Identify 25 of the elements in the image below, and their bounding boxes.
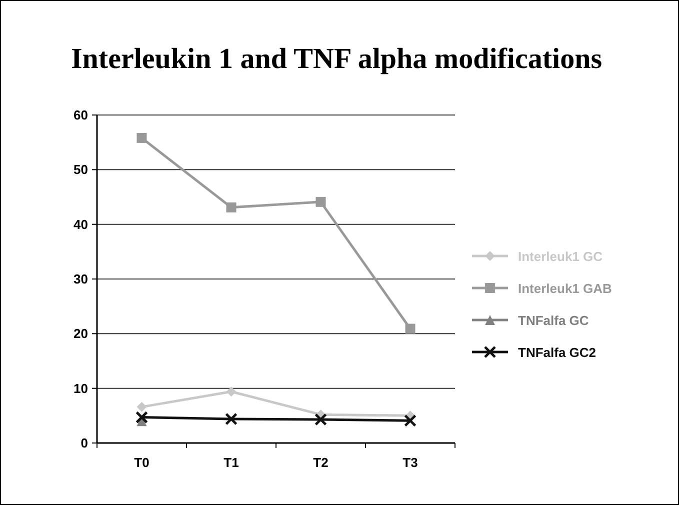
x-tick-label: T0 [134, 455, 150, 470]
point [226, 202, 236, 212]
y-tick-label: 60 [74, 108, 88, 122]
point [225, 412, 238, 426]
x-tick-label: T2 [313, 455, 328, 470]
y-tick-label: 40 [74, 216, 88, 232]
point [405, 324, 416, 334]
point [226, 386, 236, 397]
point [136, 402, 147, 412]
y-tick-label: 0 [80, 436, 88, 450]
y-tick-label: 10 [74, 380, 88, 396]
y-tick-label: 20 [74, 326, 88, 342]
point [316, 196, 326, 207]
point [314, 413, 327, 426]
y-tick-label: 50 [74, 162, 88, 178]
point [136, 411, 148, 424]
x-tick-label: T3 [402, 455, 418, 470]
x-tick-label: T1 [224, 455, 239, 470]
legend-label: TNFalfa GC2 [518, 345, 596, 360]
y-tick-label: 30 [74, 272, 88, 286]
legend-label: Interleuk1 GAB [518, 281, 612, 296]
chart-title: Interleukin 1 and TNF alpha modifications [71, 43, 602, 75]
point [404, 414, 416, 427]
point [136, 132, 147, 143]
legend-label: TNFalfa GC [518, 313, 590, 328]
